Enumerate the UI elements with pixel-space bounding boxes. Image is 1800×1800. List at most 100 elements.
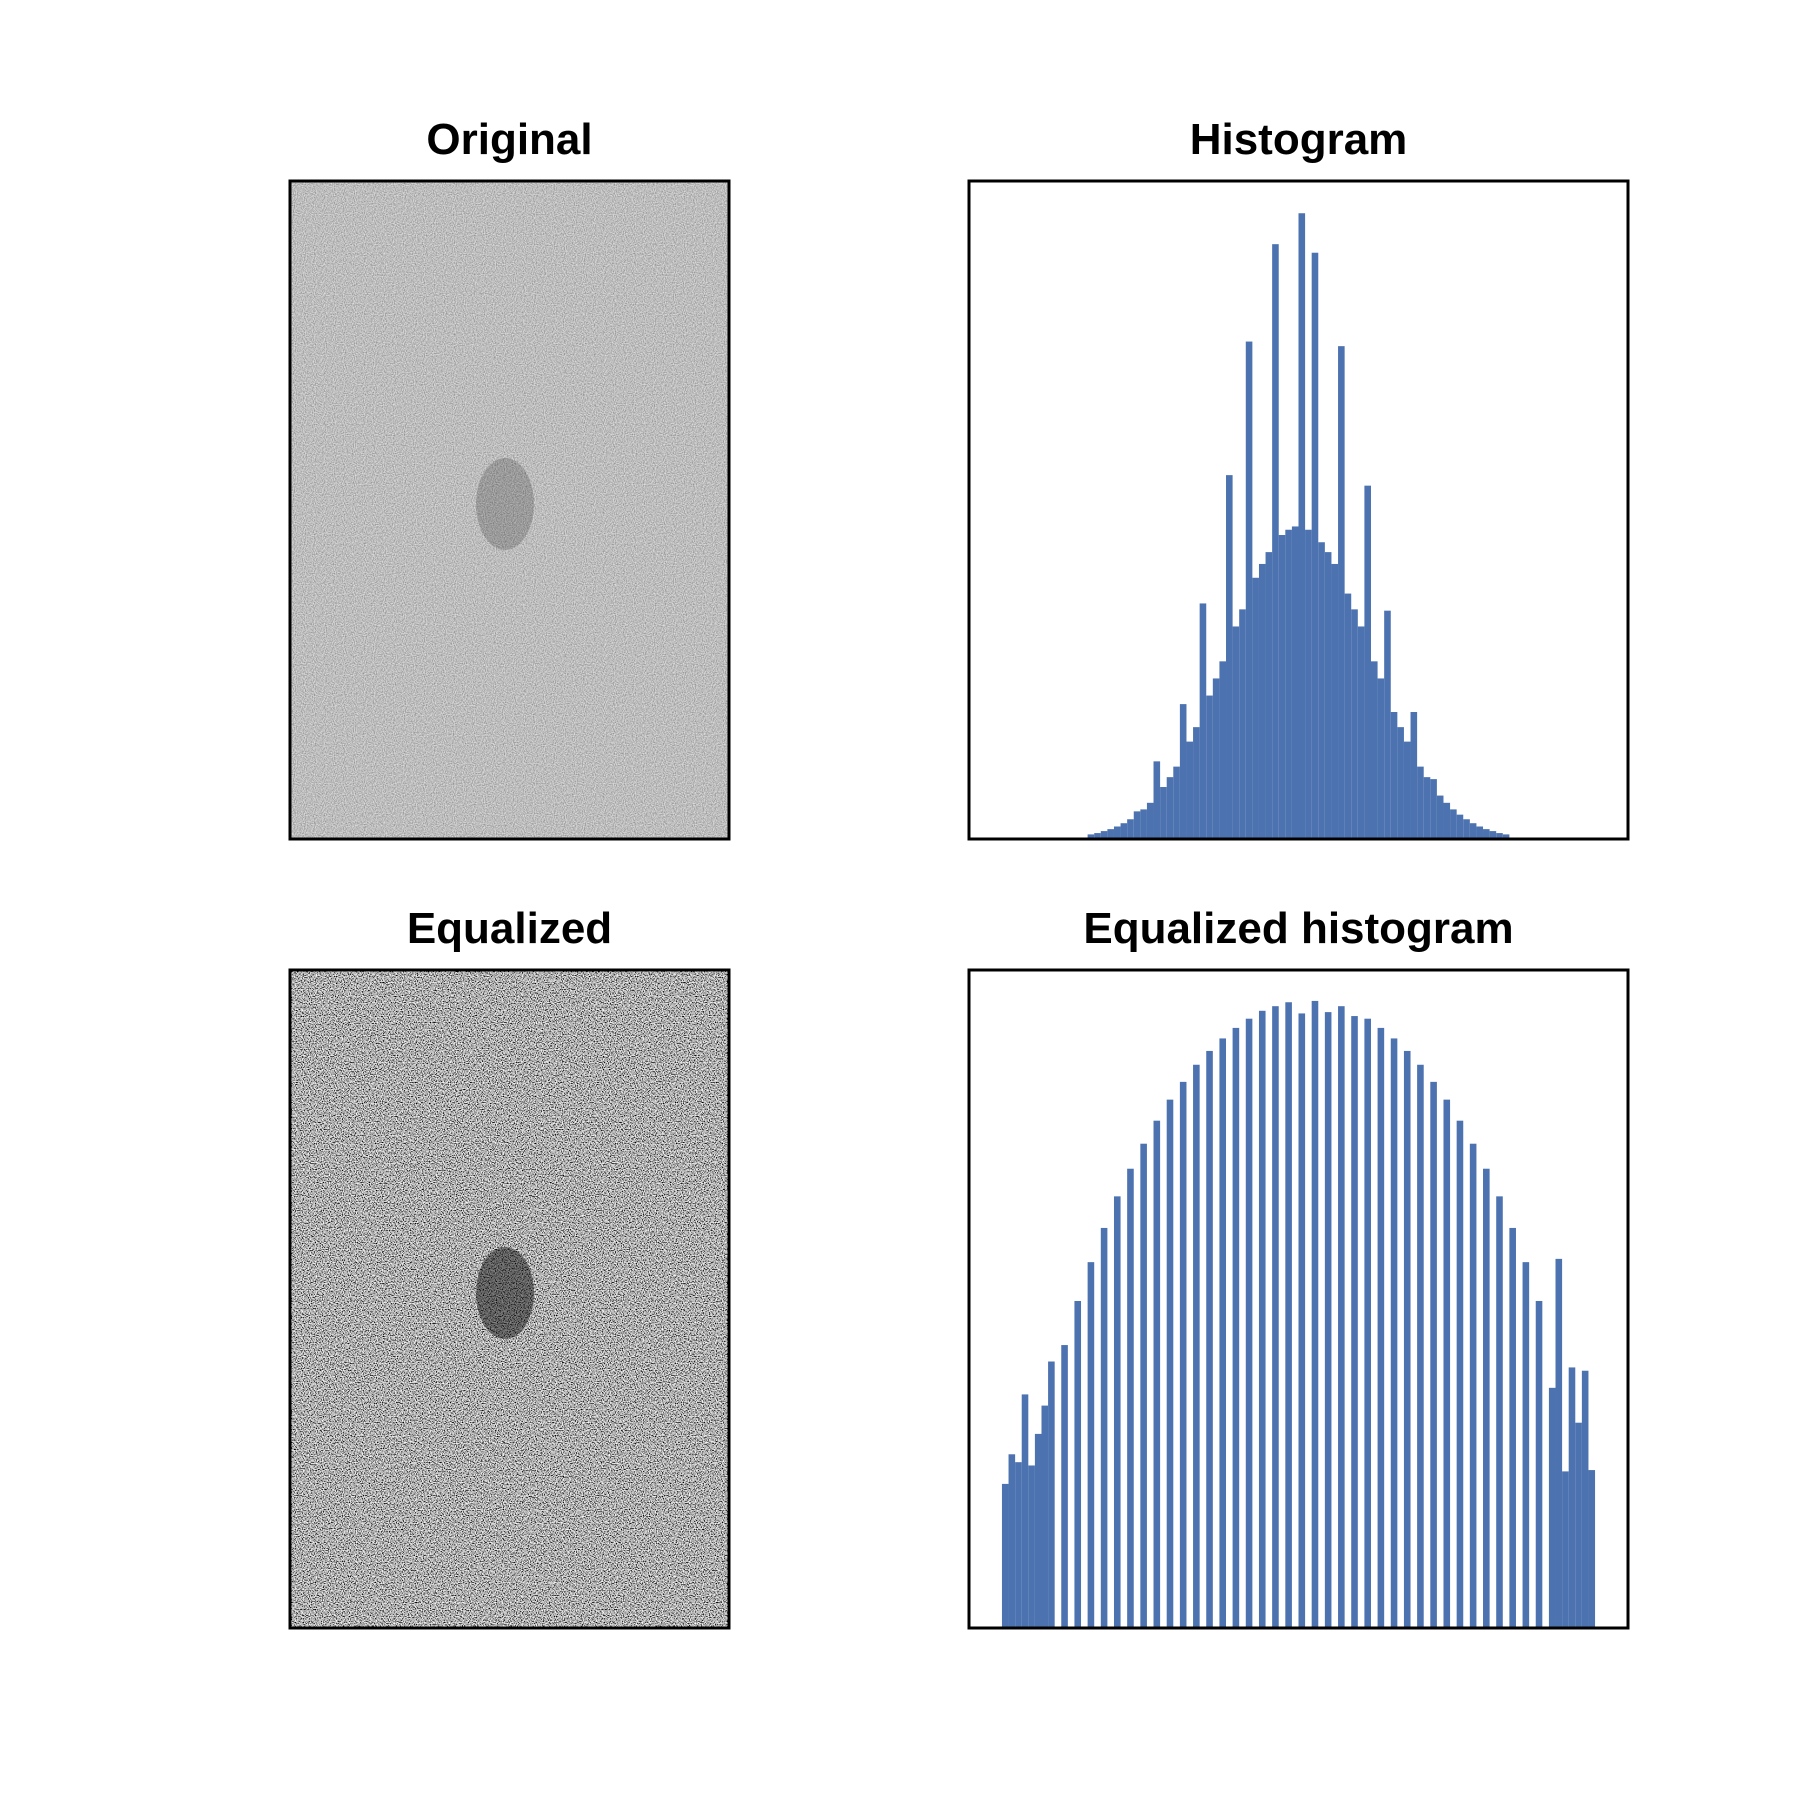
panel-title: Histogram xyxy=(1190,115,1408,164)
histogram-bar xyxy=(1173,766,1180,839)
histogram-bar xyxy=(1390,1038,1398,1628)
histogram-bar xyxy=(1232,626,1240,839)
histogram-bar xyxy=(1430,1081,1437,1628)
histogram-bar xyxy=(1087,834,1095,839)
histogram-bar xyxy=(1581,1370,1589,1628)
histogram-bar xyxy=(1265,552,1273,839)
histogram-bar xyxy=(1285,529,1292,839)
histogram-bar xyxy=(1403,1050,1411,1628)
histogram-bar xyxy=(1311,252,1319,840)
histogram-bar xyxy=(1193,727,1200,839)
histogram-bar xyxy=(1483,829,1490,839)
histogram-bar xyxy=(1206,1050,1213,1628)
histogram-bar xyxy=(1245,1018,1253,1628)
histogram-bar xyxy=(1338,346,1345,839)
histogram-bar xyxy=(1160,787,1167,839)
histogram-bar xyxy=(1324,552,1332,839)
histogram-bar xyxy=(1113,826,1121,839)
histogram-bar xyxy=(1166,1099,1174,1628)
histogram-bar xyxy=(1384,610,1391,839)
histogram-bar xyxy=(1575,1422,1582,1628)
panel-title: Original xyxy=(426,115,592,164)
axes-frame xyxy=(967,179,1630,841)
histogram-bar xyxy=(1298,1013,1306,1628)
axes-frame xyxy=(967,968,1630,1630)
histogram-bar xyxy=(1166,777,1174,839)
histogram-bar xyxy=(1548,1387,1556,1628)
histogram-bar xyxy=(1127,1168,1134,1628)
histogram-bar xyxy=(1588,1470,1596,1628)
histogram-bar xyxy=(1199,603,1207,839)
histogram-bar xyxy=(1212,678,1220,839)
histogram-bar xyxy=(1272,1006,1279,1628)
histogram-bar xyxy=(1351,609,1358,839)
histogram-bar xyxy=(1252,577,1259,839)
histogram-bar xyxy=(1245,341,1253,839)
histogram-bar xyxy=(1061,1345,1068,1628)
axes-frame xyxy=(288,968,731,1630)
histogram-bar xyxy=(1041,1405,1049,1628)
histogram-bar xyxy=(1291,526,1299,839)
histogram-bar xyxy=(1502,834,1510,839)
histogram-bar xyxy=(1239,609,1246,839)
histogram-bar xyxy=(1278,535,1286,839)
histogram-bar xyxy=(1364,485,1371,839)
histogram-bar xyxy=(1179,704,1187,839)
histogram-bar xyxy=(1015,1462,1022,1628)
image-panel xyxy=(290,181,729,839)
histogram-bar xyxy=(1370,661,1378,839)
histogram-bar xyxy=(1021,1394,1029,1628)
histogram-bar xyxy=(1140,809,1147,839)
histogram-bar xyxy=(1496,1196,1503,1628)
histogram-bar xyxy=(1456,814,1464,839)
histogram-bar xyxy=(1140,1143,1147,1628)
histogram-bar xyxy=(1219,1038,1227,1628)
histogram-bar xyxy=(1127,819,1134,839)
image xyxy=(290,181,729,839)
histogram-bar xyxy=(1535,1300,1543,1628)
histogram-bar xyxy=(1087,1262,1095,1628)
histogram-bar xyxy=(1226,475,1233,839)
histogram-bar xyxy=(1463,819,1470,839)
histogram-bar xyxy=(1436,795,1444,839)
histogram-bar xyxy=(1232,1027,1240,1628)
histogram-bar xyxy=(1311,1000,1319,1628)
histogram-bar xyxy=(1410,712,1418,839)
image-noise xyxy=(290,181,729,839)
histogram-bar xyxy=(1285,1002,1292,1628)
histogram-bar xyxy=(1193,1064,1200,1628)
histogram-bar xyxy=(1364,1018,1371,1628)
histogram-bar xyxy=(1008,1454,1016,1628)
image-panel xyxy=(290,970,729,1628)
histogram-bar xyxy=(1100,831,1108,839)
histogram-bar xyxy=(1562,1471,1569,1628)
histogram-bar xyxy=(1028,1465,1035,1628)
histogram-bar xyxy=(1357,626,1365,839)
histogram-bar xyxy=(1048,1361,1055,1628)
histogram-bar xyxy=(1338,1006,1345,1628)
histogram-bar xyxy=(1133,811,1141,839)
histogram-bar xyxy=(1318,542,1325,839)
histogram-bar xyxy=(1074,1300,1082,1628)
histogram-bar xyxy=(1146,802,1154,839)
histogram-bar xyxy=(1298,213,1306,839)
histogram-bar xyxy=(1476,826,1484,839)
histogram-bar xyxy=(1206,695,1213,839)
histogram-bar xyxy=(1179,1081,1187,1628)
histogram-bar xyxy=(1120,823,1128,839)
histogram-bar xyxy=(1443,1099,1451,1628)
histogram-bar xyxy=(1456,1120,1464,1628)
histogram-bar xyxy=(1390,712,1398,839)
histogram-bar xyxy=(1555,1258,1563,1628)
histogram-bar xyxy=(1483,1168,1490,1628)
histogram-bar xyxy=(1034,1433,1042,1628)
histogram-bar xyxy=(1496,833,1503,839)
histogram-bar xyxy=(1219,661,1227,839)
histogram-bar xyxy=(1272,244,1279,840)
histogram-bar xyxy=(1258,563,1266,839)
image-noise xyxy=(290,970,729,1628)
histogram-bar xyxy=(1450,809,1457,839)
axes-frame xyxy=(288,179,731,841)
histogram-bar xyxy=(1344,593,1352,839)
